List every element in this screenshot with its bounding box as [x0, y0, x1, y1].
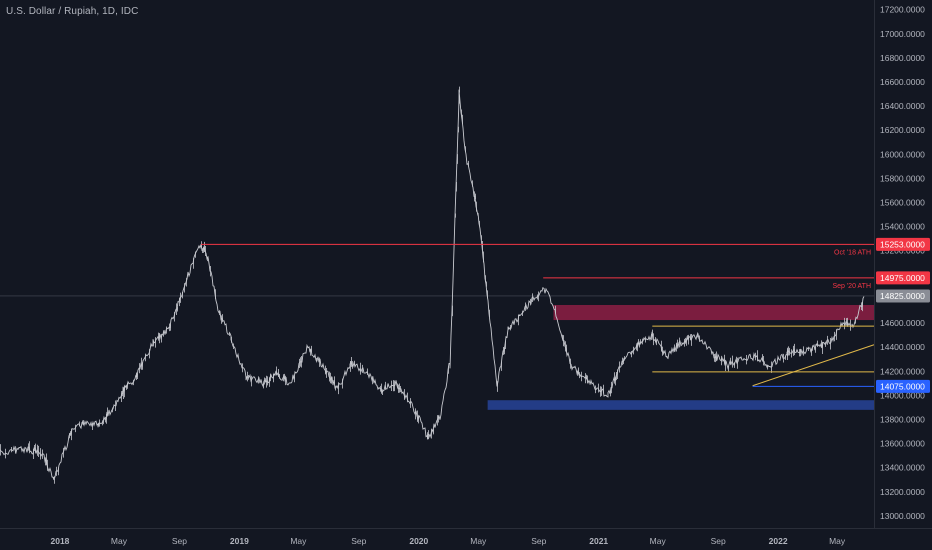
y-tick-label: 13200.0000	[880, 487, 925, 497]
x-tick-label: Sep	[531, 536, 546, 546]
x-tick-label: May	[290, 536, 307, 546]
price-tag-blue: 14075.0000	[880, 382, 925, 392]
price-line	[0, 89, 865, 481]
price-tag-sep20-bg	[876, 271, 930, 285]
y-tick-label: 17000.0000	[880, 29, 925, 39]
y-tick-label: 14600.0000	[880, 318, 925, 328]
price-tag-last-bg	[876, 289, 930, 303]
price-tag-blue-bg	[876, 379, 930, 393]
x-tick-label: Sep	[351, 536, 366, 546]
y-tick-label: 13400.0000	[880, 463, 925, 473]
price-tag-sep20: 14975.0000	[880, 273, 925, 283]
red-level-label: Sep '20 ATH	[832, 283, 871, 290]
y-tick-label: 16200.0000	[880, 125, 925, 135]
symbol-title: U.S. Dollar / Rupiah, 1D, IDC	[6, 6, 139, 17]
x-tick-label: 2018	[51, 536, 70, 546]
x-tick-label: May	[111, 536, 128, 546]
x-tick-label: May	[829, 536, 846, 546]
x-tick-label: May	[650, 536, 667, 546]
red-level-label: Oct '18 ATH	[834, 249, 871, 256]
y-tick-label: 16600.0000	[880, 77, 925, 87]
price-tag-oct18: 15253.0000	[880, 240, 925, 250]
y-tick-label: 13000.0000	[880, 511, 925, 521]
y-tick-label: 15600.0000	[880, 198, 925, 208]
y-tick-label: 13600.0000	[880, 439, 925, 449]
price-tag-oct18-bg	[876, 237, 930, 251]
price-tag-last: 14825.0000	[880, 291, 925, 301]
x-tick-label: Sep	[711, 536, 726, 546]
x-tick-label: 2022	[769, 536, 788, 546]
price-axis: 13000.0000 13200.0000 13400.0000 13600.0000…	[880, 5, 925, 521]
y-tick-label: 16800.0000	[880, 53, 925, 63]
gold-trendline	[752, 344, 875, 387]
x-tick-label: 2019	[230, 536, 249, 546]
y-tick-label: 15800.0000	[880, 173, 925, 183]
y-tick-label: 14200.0000	[880, 366, 925, 376]
y-tick-label: 17200.0000	[880, 5, 925, 15]
support-zone	[487, 400, 874, 410]
y-tick-label: 16000.0000	[880, 149, 925, 159]
time-axis: 2018 May Sep 2019 May Sep 2020 May Sep 2021 May Sep…	[51, 536, 846, 546]
y-tick-label: 16400.0000	[880, 101, 925, 111]
y-tick-label: 13800.0000	[880, 415, 925, 425]
price-series	[0, 86, 865, 484]
x-tick-label: 2020	[409, 536, 428, 546]
resistance-zone	[553, 304, 874, 321]
y-tick-label: 14400.0000	[880, 342, 925, 352]
x-tick-label: 2021	[589, 536, 608, 546]
y-tick-label: 15400.0000	[880, 222, 925, 232]
x-tick-label: Sep	[172, 536, 187, 546]
x-tick-label: May	[470, 536, 487, 546]
y-tick-label: 14000.0000	[880, 390, 925, 400]
